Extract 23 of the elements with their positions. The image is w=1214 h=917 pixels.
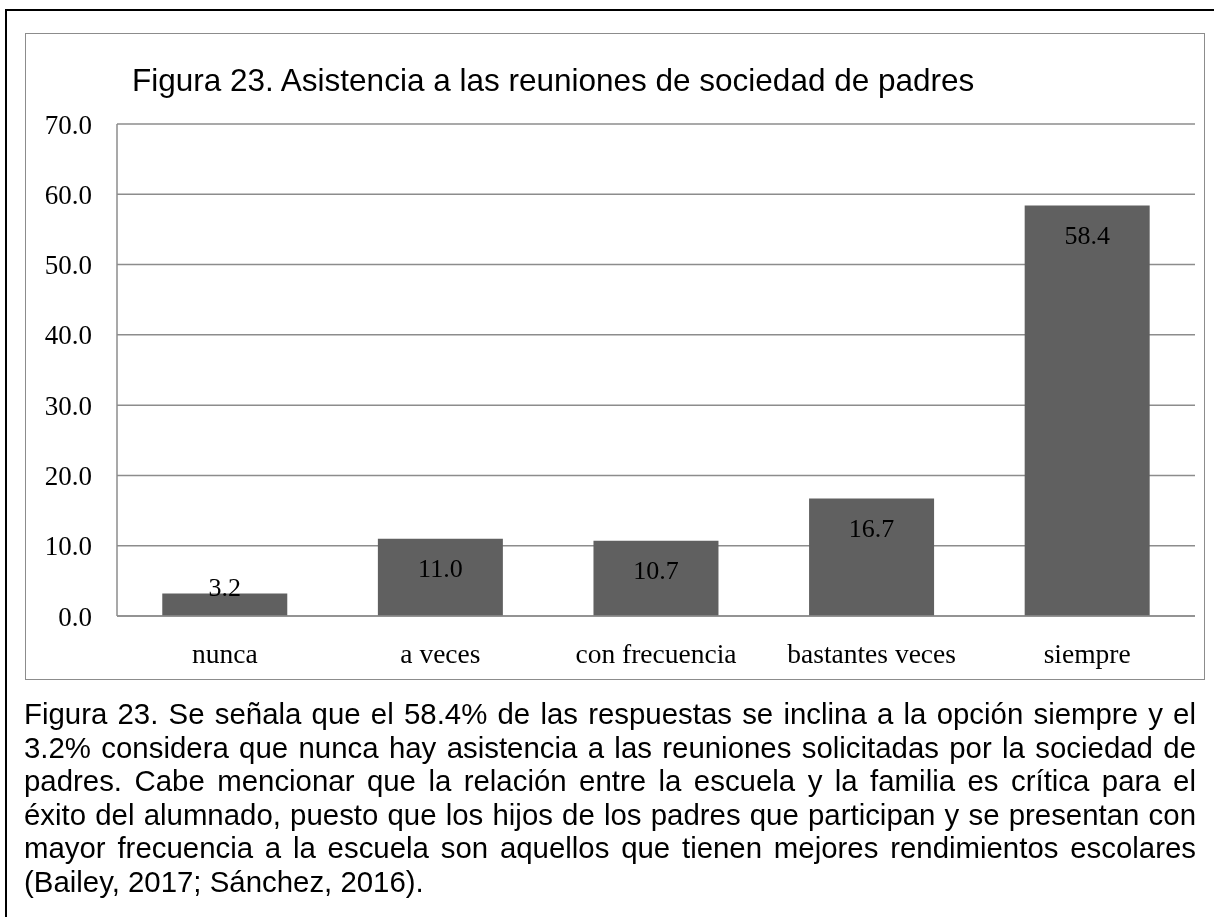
x-tick-label: nunca bbox=[191, 637, 258, 669]
y-tick-label: 40.0 bbox=[44, 320, 92, 351]
y-tick-label: 20.0 bbox=[44, 461, 92, 492]
text: Figura 23. Se señala que el 58.4% de las respuestas se inclina a la opción siempre y el 3.2% considera que nunca hay asistencia a las reuniones solicitadas por la sociedad de padres. Cabe mencionar que la relación entre la escuela y la familia es crítica para el éxito del alumnado, puesto que los hijos de los padres que participan y se presentan con mayor frecuencia a la escuela son aquellos que tienen mejores rendimientos escolares (Bailey, 2017; Sánchez, 2016). bbox=[24, 697, 1196, 898]
bar bbox=[377, 538, 503, 616]
data-label: 11.0 bbox=[418, 554, 463, 584]
bar bbox=[809, 498, 935, 616]
x-tick-label: con frecuencia bbox=[575, 637, 737, 669]
y-tick-label: 50.0 bbox=[44, 250, 92, 281]
bar bbox=[593, 540, 719, 616]
y-tick-label: 60.0 bbox=[44, 179, 92, 210]
data-label: 58.4 bbox=[1064, 221, 1110, 251]
y-tick-label: 30.0 bbox=[44, 390, 92, 421]
y-tick-label: 70.0 bbox=[44, 109, 92, 140]
data-label: 16.7 bbox=[848, 514, 895, 544]
x-tick-label: a veces bbox=[400, 637, 481, 669]
data-label: 10.7 bbox=[633, 556, 679, 586]
chart-title: Figura 23. Asistencia a las reuniones de sociedad de padres bbox=[132, 62, 975, 98]
y-tick-label: 0.0 bbox=[58, 601, 92, 632]
x-tick-label: siempre bbox=[1043, 637, 1131, 669]
y-tick-label: 10.0 bbox=[44, 531, 92, 562]
x-tick-label: bastantes veces bbox=[787, 637, 956, 669]
bar bbox=[1024, 205, 1150, 616]
